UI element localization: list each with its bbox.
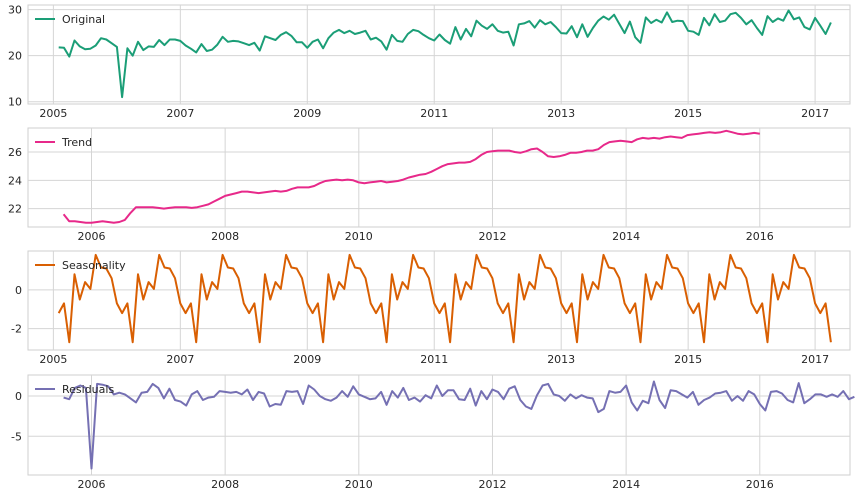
x-tick-label: 2017 bbox=[801, 353, 829, 366]
legend-label: Seasonality bbox=[62, 259, 126, 272]
x-tick-label: 2006 bbox=[77, 478, 105, 491]
series-line-trend bbox=[62, 129, 760, 224]
x-tick-label: 2015 bbox=[674, 107, 702, 120]
y-tick-label: 10 bbox=[8, 96, 22, 109]
legend: Original bbox=[35, 13, 105, 26]
x-tick-label: 2011 bbox=[420, 353, 448, 366]
legend-label: Residuals bbox=[62, 383, 114, 396]
y-tick-label: 24 bbox=[8, 174, 22, 187]
plot-area bbox=[27, 4, 851, 105]
x-tick-label: 2010 bbox=[345, 230, 373, 243]
x-tick-label: 2014 bbox=[612, 478, 640, 491]
y-tick-label: 0 bbox=[15, 284, 22, 297]
x-tick-label: 2010 bbox=[345, 478, 373, 491]
x-tick-label: 2012 bbox=[478, 230, 506, 243]
x-tick-label: 2007 bbox=[166, 353, 194, 366]
y-tick-label: 20 bbox=[8, 50, 22, 63]
x-tick-label: 2013 bbox=[547, 353, 575, 366]
legend: Trend bbox=[35, 136, 92, 149]
panel-trend: 2006 2008 2010 2012 2014 2016 22 24 26 Trend bbox=[8, 127, 851, 243]
plot-area bbox=[27, 250, 851, 351]
legend-label: Original bbox=[62, 13, 105, 26]
x-tick-label: 2009 bbox=[293, 107, 321, 120]
y-tick-label: -2 bbox=[11, 323, 22, 336]
series-line-original bbox=[58, 9, 832, 99]
y-tick-label: 30 bbox=[8, 4, 22, 17]
panel-seasonality: 2005 2007 2009 2011 2013 2015 2017 -2 0 Seasonali… bbox=[11, 250, 851, 366]
x-tick-label: 2012 bbox=[478, 478, 506, 491]
x-tick-label: 2007 bbox=[166, 107, 194, 120]
y-tick-label: 26 bbox=[8, 146, 22, 159]
x-tick-label: 2017 bbox=[801, 107, 829, 120]
y-tick-label: -5 bbox=[11, 430, 22, 443]
x-tick-label: 2015 bbox=[674, 353, 702, 366]
panel-residuals: 2006 2008 2010 2012 2014 2016 -5 0 Residuals bbox=[11, 374, 855, 491]
x-tick-label: 2008 bbox=[211, 478, 239, 491]
x-tick-label: 2006 bbox=[77, 230, 105, 243]
panel-original: 2005 2007 2009 2011 2013 2015 2017 10 20 30 Origin… bbox=[8, 4, 851, 120]
x-tick-label: 2016 bbox=[746, 478, 774, 491]
x-tick-label: 2013 bbox=[547, 107, 575, 120]
x-tick-label: 2016 bbox=[746, 230, 774, 243]
legend: Seasonality bbox=[35, 259, 126, 272]
x-tick-label: 2009 bbox=[293, 353, 321, 366]
legend-label: Trend bbox=[61, 136, 92, 149]
x-tick-label: 2011 bbox=[420, 107, 448, 120]
series-line-seasonality bbox=[57, 253, 832, 344]
legend: Residuals bbox=[35, 383, 114, 396]
series-line-residuals bbox=[63, 380, 855, 470]
x-tick-label: 2005 bbox=[39, 353, 67, 366]
x-tick-label: 2008 bbox=[211, 230, 239, 243]
y-tick-label: 0 bbox=[15, 390, 22, 403]
x-tick-label: 2005 bbox=[39, 107, 67, 120]
plot-area bbox=[27, 127, 851, 228]
y-tick-label: 22 bbox=[8, 203, 22, 216]
x-tick-label: 2014 bbox=[612, 230, 640, 243]
